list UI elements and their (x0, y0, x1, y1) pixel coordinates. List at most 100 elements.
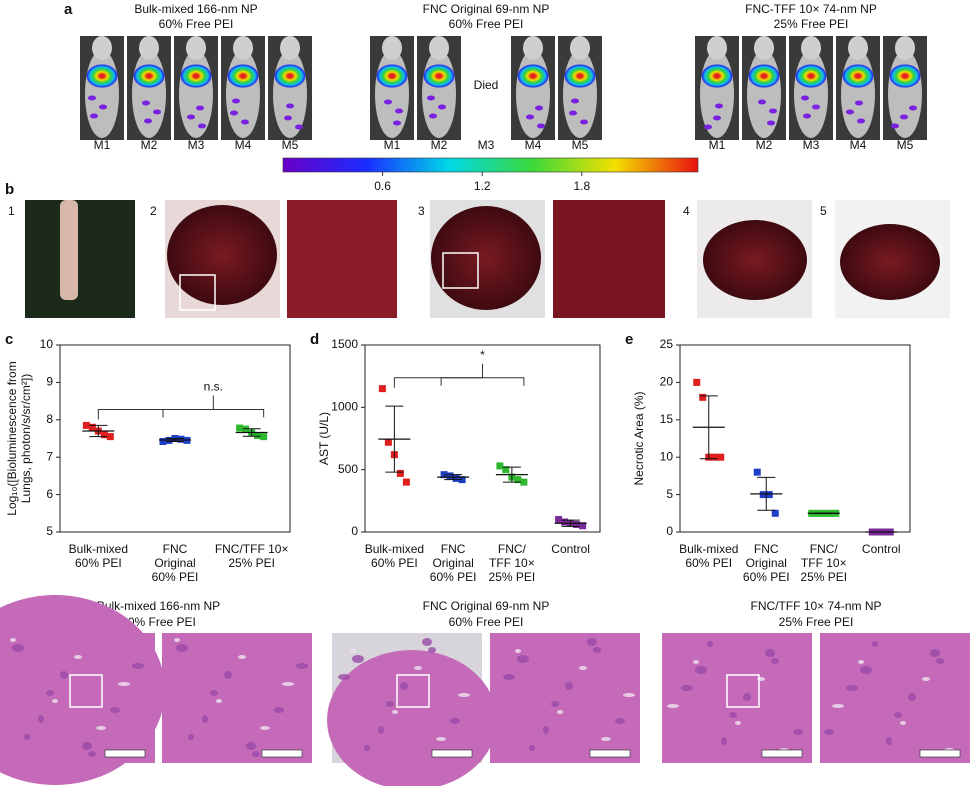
signal-spot (767, 120, 775, 126)
tissue-texture (579, 666, 587, 670)
tissue-texture (757, 677, 765, 681)
x-tick-label: TFF 10× (801, 556, 847, 570)
mouse-head (233, 36, 253, 60)
mouse-head (895, 36, 915, 60)
data-point (717, 453, 725, 461)
group-title: FNC/TFF 10× 74-nm NP (750, 599, 881, 613)
data-point (82, 421, 90, 429)
tissue-texture (543, 726, 549, 734)
scale-bar (261, 749, 303, 758)
tissue-texture (587, 638, 597, 646)
tissue-texture (174, 638, 180, 642)
x-tick-label: FNC/TFF 10× (215, 542, 289, 556)
colorbar-tick-label: 1.8 (573, 179, 590, 193)
x-tick-label: FNC (163, 542, 188, 556)
tissue-texture (238, 655, 246, 659)
signal-spot (427, 95, 435, 101)
tissue-texture (930, 649, 940, 657)
lung-signal (274, 64, 306, 88)
mouse-label: M5 (282, 138, 299, 152)
mouse-head (754, 36, 774, 60)
data-point (402, 478, 410, 486)
lung-signal (795, 64, 827, 88)
signal-spot (438, 104, 446, 110)
photo-number: 3 (418, 204, 425, 218)
group-title: FNC Original 69-nm NP (423, 2, 550, 16)
data-point (100, 431, 108, 439)
liver (840, 224, 940, 300)
signal-spot (153, 109, 161, 115)
tissue-texture (400, 682, 408, 690)
x-tick-label: Original (746, 556, 787, 570)
data-point (396, 469, 404, 477)
plot-frame (679, 344, 911, 533)
significance-bracket (97, 395, 214, 420)
x-tick-label: 60% PEI (75, 556, 122, 570)
lung-signal (133, 64, 165, 88)
tissue-texture (46, 690, 54, 696)
mouse-body (132, 50, 166, 138)
signal-spot (909, 105, 917, 111)
y-axis-label: Log₁₀([Bioluminescence from (5, 361, 19, 515)
signal-spot (571, 98, 579, 104)
data-point (699, 393, 707, 401)
histology-image (820, 633, 970, 763)
mouse-label: M4 (525, 138, 542, 152)
group-title: 60% Free PEI (449, 615, 524, 629)
y-tick-label: 0 (351, 524, 358, 538)
panel-label: d (310, 331, 319, 348)
tissue-texture (858, 660, 864, 664)
tissue-texture (551, 701, 559, 707)
signal-spot (429, 113, 437, 119)
histology-image (662, 633, 812, 763)
x-tick-label: FNC (754, 542, 779, 556)
mouse-body (422, 50, 456, 138)
signal-spot (526, 114, 534, 120)
mouse-label: M3 (188, 138, 205, 152)
mouse-head (186, 36, 206, 60)
mouse-label: M3 (478, 138, 495, 152)
data-point (555, 516, 563, 524)
significance-bracket (393, 363, 483, 388)
signal-spot (198, 123, 206, 129)
tissue-texture (735, 721, 741, 725)
mouse-label: M2 (141, 138, 158, 152)
y-tick-label: 10 (660, 449, 674, 463)
tissue-texture (436, 737, 446, 741)
colorbar-tick-label: 1.2 (474, 179, 491, 193)
tissue-texture (450, 718, 460, 724)
signal-spot (284, 115, 292, 121)
signal-spot (580, 119, 588, 125)
x-tick-label: 25% PEI (228, 556, 275, 570)
data-point (496, 462, 504, 470)
x-tick-label: 25% PEI (800, 570, 847, 584)
mouse-head (523, 36, 543, 60)
tissue (0, 595, 165, 785)
tissue-texture (693, 660, 699, 664)
group-title: FNC Original 69-nm NP (423, 599, 550, 613)
mouse-head (707, 36, 727, 60)
mouse-label: M3 (803, 138, 820, 152)
signal-spot (90, 113, 98, 119)
tissue-texture (593, 647, 601, 653)
data-point (378, 385, 386, 393)
tissue-texture (252, 751, 260, 757)
data-point (446, 472, 454, 480)
mouse-head (280, 36, 300, 60)
lung-signal (517, 64, 549, 88)
x-tick-label: 60% PEI (743, 570, 790, 584)
tissue-texture (707, 641, 713, 647)
x-tick-label: Bulk-mixed (365, 542, 424, 556)
tissue-texture (74, 655, 82, 659)
tissue-texture (721, 737, 727, 745)
signal-spot (88, 95, 96, 101)
mouse-body (273, 50, 307, 138)
tissue-texture (922, 677, 930, 681)
tissue-texture (908, 693, 916, 701)
zoom-box (726, 674, 760, 708)
tissue-texture (743, 693, 751, 701)
tissue-texture (282, 682, 294, 686)
photo-number: 2 (150, 204, 157, 218)
tissue-texture (872, 641, 878, 647)
y-tick-label: 10 (40, 337, 54, 351)
